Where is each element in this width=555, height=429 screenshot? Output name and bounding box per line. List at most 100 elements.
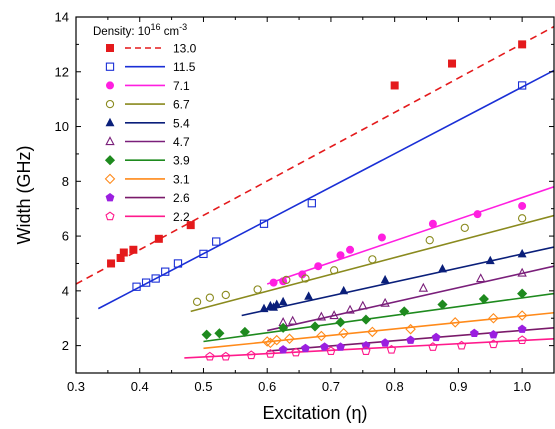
data-point-4-3 xyxy=(272,299,282,309)
data-point-5-7 xyxy=(418,282,429,292)
data-point-4-9 xyxy=(485,255,495,265)
data-point-9-10 xyxy=(488,339,499,349)
data-point-8-7 xyxy=(431,332,441,342)
data-point-6-6 xyxy=(360,314,372,325)
data-point-2-5 xyxy=(346,245,355,254)
fit-line-0 xyxy=(76,25,554,285)
x-tick-label-1: 0.4 xyxy=(131,379,149,394)
data-point-6-8 xyxy=(437,299,448,310)
y-tick-label-1: 4 xyxy=(62,283,69,298)
data-point-3-4 xyxy=(282,275,291,285)
data-point-9-4 xyxy=(291,347,301,357)
data-point-3-6 xyxy=(329,266,339,275)
data-point-0-3 xyxy=(129,245,138,254)
data-point-2-6 xyxy=(377,233,386,242)
legend-label-0: 13.0 xyxy=(173,42,197,56)
data-point-5-6 xyxy=(380,297,390,307)
data-point-5-5 xyxy=(358,300,368,310)
data-point-2-7 xyxy=(428,219,437,228)
data-point-6-1 xyxy=(214,328,225,339)
data-point-1-5 xyxy=(199,249,208,259)
y-tick-label-0: 2 xyxy=(62,338,69,353)
data-point-1-6 xyxy=(212,237,221,246)
data-point-9-0 xyxy=(205,351,215,361)
data-point-3-3 xyxy=(253,285,262,294)
data-point-6-5 xyxy=(335,317,346,328)
data-point-6-0 xyxy=(201,329,212,340)
data-point-8-0 xyxy=(278,345,288,354)
data-point-1-0 xyxy=(132,282,141,291)
plot-frame xyxy=(75,16,555,374)
data-points xyxy=(107,40,528,361)
data-point-0-2 xyxy=(119,248,128,257)
data-point-7-7 xyxy=(405,323,416,335)
legend-marker-6 xyxy=(104,155,116,166)
legend-label-2: 7.1 xyxy=(173,79,190,93)
data-point-1-1 xyxy=(141,278,151,287)
data-point-4-0 xyxy=(259,303,269,313)
data-point-2-3 xyxy=(314,262,323,271)
data-point-8-2 xyxy=(320,342,329,351)
data-point-8-5 xyxy=(380,338,390,347)
data-point-5-2 xyxy=(316,311,327,321)
y-tick-label-6: 14 xyxy=(55,10,69,25)
legend-label-4: 5.4 xyxy=(173,116,190,130)
data-point-7-4 xyxy=(316,330,327,342)
data-point-3-0 xyxy=(192,297,202,306)
y-tick-label-3: 8 xyxy=(62,174,69,189)
fit-line-1 xyxy=(97,69,554,310)
data-point-4-8 xyxy=(438,263,447,273)
data-point-6-10 xyxy=(517,288,528,299)
data-point-8-10 xyxy=(517,324,527,333)
x-tick-label-2: 0.5 xyxy=(194,379,212,394)
data-point-7-3 xyxy=(284,333,295,345)
data-point-0-0 xyxy=(107,259,116,268)
data-point-0-6 xyxy=(390,81,399,90)
y-axis: 2 4 6 8 10 12 14 xyxy=(55,10,554,374)
x-tick-label-7: 1.0 xyxy=(513,379,531,394)
fit-line-7 xyxy=(203,311,554,350)
legend-label-7: 3.1 xyxy=(173,172,190,186)
data-point-0-5 xyxy=(186,221,195,230)
legend-marker-0 xyxy=(106,44,115,53)
data-point-7-6 xyxy=(367,326,378,338)
x-tick-label-4: 0.7 xyxy=(322,379,340,394)
data-point-9-2 xyxy=(246,350,256,360)
y-tick-label-2: 6 xyxy=(62,229,69,244)
data-point-8-1 xyxy=(301,343,310,353)
legend-label-9: 2.2 xyxy=(173,210,190,224)
x-tick-label-3: 0.6 xyxy=(258,379,276,394)
data-point-2-9 xyxy=(518,201,527,210)
data-point-9-6 xyxy=(361,346,371,355)
data-point-7-9 xyxy=(488,312,499,324)
data-point-7-5 xyxy=(338,328,349,339)
legend-label-3: 6.7 xyxy=(173,98,190,112)
data-point-3-1 xyxy=(205,293,214,302)
data-point-2-4 xyxy=(336,251,345,260)
legend-marker-5 xyxy=(105,136,115,146)
data-point-3-8 xyxy=(425,236,434,245)
fit-line-5 xyxy=(267,265,554,332)
data-point-5-8 xyxy=(476,273,486,283)
data-point-6-9 xyxy=(478,293,489,305)
data-point-8-9 xyxy=(489,330,498,339)
legend-marker-4 xyxy=(105,117,115,127)
legend-title: Density: 1016 cm-3 xyxy=(93,22,187,38)
x-tick-label-5: 0.8 xyxy=(386,379,404,394)
data-point-0-7 xyxy=(448,59,457,68)
data-point-1-8 xyxy=(307,199,316,208)
data-point-1-3 xyxy=(161,267,170,276)
data-point-1-9 xyxy=(517,81,527,90)
data-point-6-3 xyxy=(278,322,289,333)
legend-title-unit: cm xyxy=(161,26,180,38)
fit-lines xyxy=(76,25,554,359)
data-point-1-4 xyxy=(173,259,183,268)
data-point-4-7 xyxy=(380,274,390,284)
data-point-0-8 xyxy=(518,40,527,49)
data-point-9-5 xyxy=(326,346,336,355)
legend-label-8: 2.6 xyxy=(173,191,190,205)
data-point-4-6 xyxy=(339,285,349,295)
data-point-5-3 xyxy=(329,310,339,320)
y-axis-title: Width (GHz) xyxy=(14,146,34,245)
